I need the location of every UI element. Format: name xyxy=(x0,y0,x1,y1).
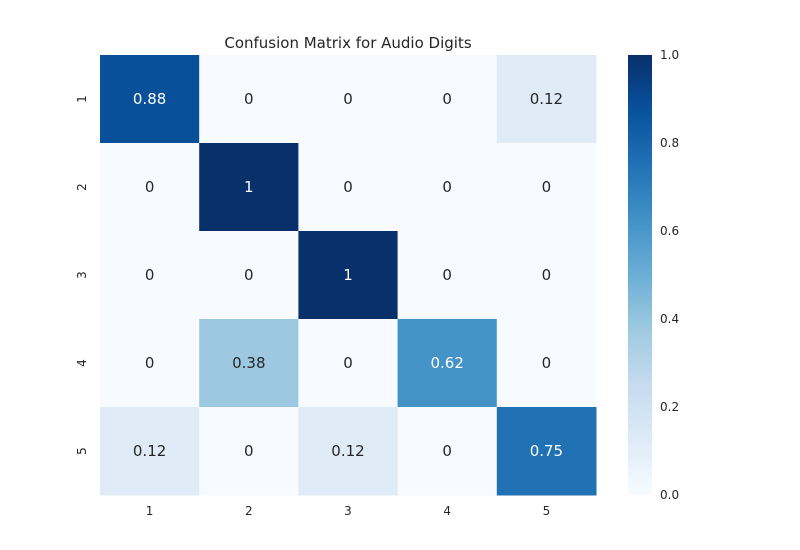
heatmap-cell xyxy=(496,319,597,408)
x-tick-label: 1 xyxy=(146,504,154,518)
cell-value-label: 0.12 xyxy=(133,442,166,460)
colorbar-gradient xyxy=(628,55,652,495)
heatmap-cell xyxy=(397,407,498,496)
colorbar-tick-label: 0.2 xyxy=(660,400,679,414)
heatmap-cell xyxy=(199,319,299,408)
cell-value-label: 0.12 xyxy=(530,90,563,108)
y-axis: 1 2 3 4 5 xyxy=(75,95,89,455)
x-tick-label: 2 xyxy=(245,504,253,518)
x-axis: 1 2 3 4 5 xyxy=(146,504,550,518)
cell-value-label: 0 xyxy=(145,266,155,284)
heatmap-cell xyxy=(298,55,399,144)
colorbar-tick-label: 0.6 xyxy=(660,224,679,238)
chart-title: Confusion Matrix for Audio Digits xyxy=(224,34,471,52)
cell-value-label: 0 xyxy=(244,90,254,108)
y-tick-label: 1 xyxy=(75,95,89,103)
cell-value-label: 0.62 xyxy=(430,354,463,372)
cell-value-label: 0 xyxy=(542,354,552,372)
cell-value-label: 0 xyxy=(442,442,452,460)
cell-value-label: 0.12 xyxy=(331,442,364,460)
cell-value-label: 0 xyxy=(343,354,353,372)
heatmap-cell xyxy=(397,231,498,320)
heatmap-cell xyxy=(496,231,597,320)
heatmap-cell xyxy=(100,231,200,320)
heatmap-cell xyxy=(496,407,597,496)
cell-value-label: 1 xyxy=(244,178,254,196)
cell-value-label: 0 xyxy=(542,266,552,284)
y-tick-label: 5 xyxy=(75,447,89,455)
cell-value-label: 0.38 xyxy=(232,354,265,372)
y-tick-label: 3 xyxy=(75,271,89,279)
cell-value-label: 0 xyxy=(145,178,155,196)
heatmap-cell xyxy=(199,407,299,496)
x-tick-label: 4 xyxy=(443,504,451,518)
cell-value-label: 0 xyxy=(343,90,353,108)
cell-value-label: 0 xyxy=(244,266,254,284)
y-tick-label: 2 xyxy=(75,183,89,191)
heatmap-cell xyxy=(199,231,299,320)
cell-value-label: 1 xyxy=(343,266,353,284)
cell-value-label: 0 xyxy=(542,178,552,196)
heatmap-cell xyxy=(496,55,597,144)
colorbar-tick-label: 1.0 xyxy=(660,48,679,62)
cell-value-label: 0 xyxy=(244,442,254,460)
cell-value-label: 0.88 xyxy=(133,90,166,108)
cell-value-label: 0.75 xyxy=(530,442,563,460)
heatmap-cell xyxy=(100,407,200,496)
cell-value-label: 0 xyxy=(442,178,452,196)
heatmap-cell xyxy=(100,143,200,232)
heatmap-cell xyxy=(298,143,399,232)
cell-value-label: 0 xyxy=(442,266,452,284)
colorbar-tick-label: 0.0 xyxy=(660,488,679,502)
x-tick-label: 3 xyxy=(344,504,352,518)
heatmap-cell xyxy=(199,55,299,144)
heatmap-cell xyxy=(100,55,200,144)
cell-value-label: 0 xyxy=(442,90,452,108)
cell-value-label: 0 xyxy=(343,178,353,196)
heatmap-grid: 0.88 0 0 0 0.12 0 1 0 0 0 0 0 1 0 0 0 0.38 0 0.62 0 0.12 0 0.1… xyxy=(100,55,597,496)
colorbar: 0.0 0.2 0.4 0.6 0.8 1.0 xyxy=(628,48,679,502)
heatmap-cell xyxy=(298,407,399,496)
heatmap-cell xyxy=(397,55,498,144)
heatmap-cell xyxy=(496,143,597,232)
heatmap-cell xyxy=(298,319,399,408)
y-tick-label: 4 xyxy=(75,359,89,367)
colorbar-tick-label: 0.8 xyxy=(660,136,679,150)
heatmap-cell xyxy=(298,231,399,320)
cell-value-label: 0 xyxy=(145,354,155,372)
colorbar-tick-label: 0.4 xyxy=(660,312,679,326)
heatmap-cell xyxy=(397,319,498,408)
heatmap-cell xyxy=(199,143,299,232)
heatmap-cell xyxy=(397,143,498,232)
x-tick-label: 5 xyxy=(543,504,551,518)
heatmap-cell xyxy=(100,319,200,408)
